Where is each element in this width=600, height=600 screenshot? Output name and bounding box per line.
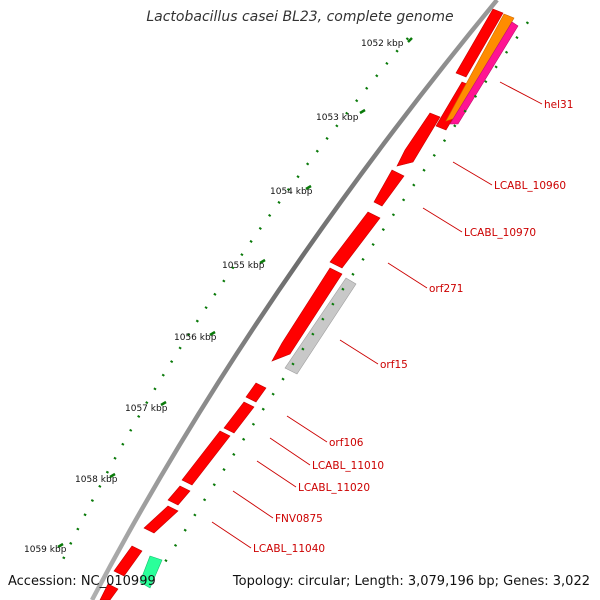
scale-ring — [56, 37, 409, 571]
gene-label-lcabl-10970[interactable]: LCABL_10970 — [464, 227, 536, 239]
gene-arrow — [271, 267, 343, 362]
gene-arrow — [329, 211, 381, 269]
feature-orange — [445, 13, 515, 122]
kbp-tick — [359, 108, 366, 115]
leader-line — [339, 339, 379, 365]
map-title: Lactobacillus casei BL23, complete genom… — [146, 9, 454, 25]
leader-line — [452, 161, 493, 186]
gene-label-orf106[interactable]: orf106 — [329, 437, 364, 449]
gene-arrow — [167, 485, 191, 506]
gene-label-orf15[interactable]: orf15 — [380, 359, 408, 371]
kbp-label: 1057 kbp — [125, 404, 168, 414]
forward-strand-genes — [99, 8, 504, 600]
feature-magenta — [449, 21, 519, 125]
gene-arrow — [373, 169, 405, 207]
gene-arrow — [181, 430, 231, 486]
gene-label-lcabl-11020[interactable]: LCABL_11020 — [298, 482, 370, 494]
kbp-tick — [209, 330, 216, 337]
gene-arrow — [396, 112, 441, 167]
kbp-tick — [109, 472, 116, 479]
leader-line — [211, 521, 252, 549]
gene-arrow — [245, 382, 267, 403]
kbp-tick — [259, 258, 266, 265]
genome-backbone — [90, 0, 499, 600]
kbp-label: 1058 kbp — [75, 475, 118, 485]
reverse-strand-features — [139, 13, 519, 589]
feature-green — [139, 555, 163, 589]
gene-labels: hel31 LCABL_10960 LCABL_10970 orf271 orf… — [253, 99, 573, 555]
gene-label-orf271[interactable]: orf271 — [429, 283, 463, 295]
kbp-tick — [160, 400, 167, 407]
kbp-label: 1055 kbp — [222, 261, 265, 271]
kbp-label: 1052 kbp — [361, 39, 404, 49]
gene-label-lcabl-11010[interactable]: LCABL_11010 — [312, 460, 384, 472]
kbp-label: 1053 kbp — [316, 113, 359, 123]
kbp-tick — [305, 184, 312, 191]
leader-line — [422, 207, 463, 233]
kbp-tick — [407, 37, 413, 43]
accession-label: Accession: NC_010999 — [8, 574, 156, 589]
kbp-label: 1056 kbp — [174, 333, 217, 343]
leader-line — [269, 437, 311, 466]
gene-label-lcabl-10960[interactable]: LCABL_10960 — [494, 180, 566, 192]
leader-line — [286, 415, 328, 443]
kbp-label: 1059 kbp — [24, 545, 67, 555]
gene-arrow — [113, 545, 143, 577]
gene-arrow — [143, 505, 179, 534]
kbp-label: 1054 kbp — [270, 187, 313, 197]
gene-label-hel31[interactable]: hel31 — [544, 99, 573, 111]
gene-arrow — [99, 583, 119, 600]
gene-arrow — [455, 8, 504, 78]
leader-line — [232, 490, 274, 519]
kbp-ticks: 1052 kbp 1053 kbp 1054 kbp 1055 kbp 1056… — [24, 37, 413, 555]
leader-line — [387, 262, 428, 289]
gene-label-lcabl-11040[interactable]: LCABL_11040 — [253, 543, 325, 555]
topology-label: Topology: circular; Length: 3,079,196 bp… — [232, 574, 590, 589]
gene-arrow — [223, 401, 255, 434]
label-leaders — [211, 81, 543, 549]
leader-line — [256, 460, 297, 488]
kbp-tick — [57, 542, 64, 549]
gene-label-fnv0875[interactable]: FNV0875 — [275, 513, 323, 525]
scale-dots — [56, 37, 409, 571]
leader-line — [499, 81, 543, 105]
